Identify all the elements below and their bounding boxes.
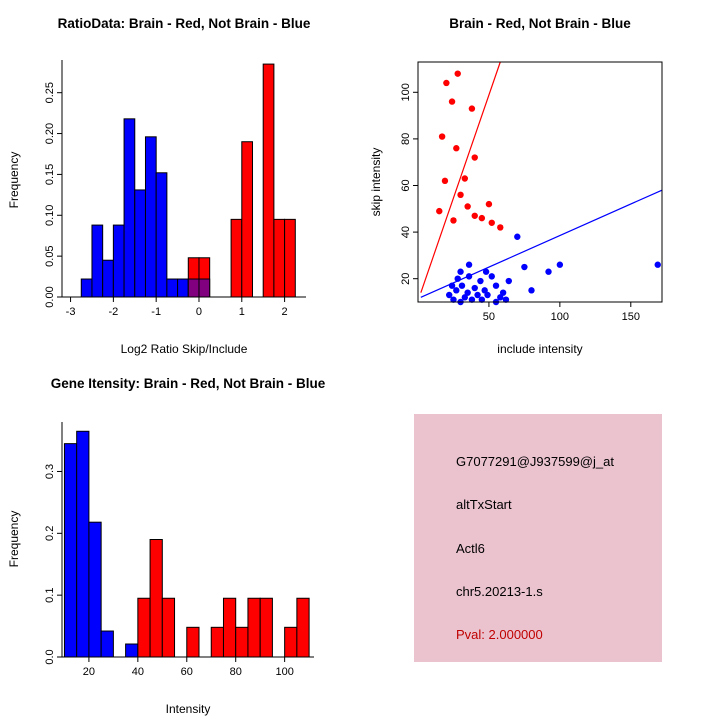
svg-text:-3: -3: [66, 306, 76, 318]
svg-text:150: 150: [622, 311, 640, 323]
svg-text:60: 60: [181, 666, 193, 678]
svg-text:0.1: 0.1: [44, 588, 56, 603]
svg-text:0.0: 0.0: [44, 649, 56, 664]
svg-text:0.10: 0.10: [44, 205, 56, 226]
pval-text: Pval: 2.000000: [456, 627, 543, 642]
svg-text:0.20: 0.20: [44, 123, 56, 144]
svg-text:0.3: 0.3: [44, 464, 56, 479]
panel-ratio-histogram: RatioData: Brain - Red, Not Brain - Blue…: [0, 0, 360, 360]
svg-text:100: 100: [551, 311, 569, 323]
gene-name-text: Actl6: [456, 541, 485, 556]
svg-text:-1: -1: [151, 306, 161, 318]
panel-gene-intensity-histogram: Gene Itensity: Brain - Red, Not Brain - …: [0, 360, 360, 720]
gene-intensity-xlabel: Intensity: [165, 702, 211, 716]
svg-text:20: 20: [400, 273, 412, 285]
panel-intensity-scatter: Brain - Red, Not Brain - Blue skip inten…: [360, 0, 720, 360]
svg-text:80: 80: [230, 666, 242, 678]
svg-text:80: 80: [400, 133, 412, 145]
svg-text:0.00: 0.00: [44, 286, 56, 307]
ratio-histogram-plot: -3 -2 -1 0 1 2 0.00 0.05 0.10 0.15 0.20 0.25: [44, 60, 306, 318]
svg-text:0.05: 0.05: [44, 245, 56, 266]
svg-text:1: 1: [239, 306, 245, 318]
locus-text: chr5.20213-1.s: [456, 584, 543, 599]
intensity-scatter-title: Brain - Red, Not Brain - Blue: [449, 16, 631, 31]
svg-text:2: 2: [282, 306, 288, 318]
intensity-scatter-plot: 50 100 150 20 40 60 80 100: [400, 61, 663, 323]
intensity-scatter-xlabel: include intensity: [497, 342, 583, 356]
event-type-text: altTxStart: [456, 497, 512, 512]
svg-text:0.25: 0.25: [44, 82, 56, 103]
gene-info-box: G7077291@J937599@j_at altTxStart Actl6 c…: [414, 414, 662, 662]
ratio-histogram-title: RatioData: Brain - Red, Not Brain - Blue: [57, 16, 311, 31]
probe-id-text: G7077291@J937599@j_at: [456, 454, 614, 469]
svg-text:0: 0: [196, 306, 202, 318]
gene-intensity-title: Gene Itensity: Brain - Red, Not Brain - …: [50, 376, 326, 391]
svg-text:0.15: 0.15: [44, 164, 56, 185]
svg-text:50: 50: [483, 311, 495, 323]
svg-text:40: 40: [132, 666, 144, 678]
svg-text:100: 100: [400, 83, 412, 101]
gene-intensity-histogram-plot: 20 40 60 80 100 0.0 0.1 0.2 0.3: [44, 422, 314, 678]
panel-gene-info: G7077291@J937599@j_at altTxStart Actl6 c…: [360, 360, 720, 720]
svg-text:0.2: 0.2: [44, 526, 56, 541]
svg-text:-2: -2: [108, 306, 118, 318]
svg-text:100: 100: [275, 666, 293, 678]
svg-text:60: 60: [400, 179, 412, 191]
ratio-histogram-xlabel: Log2 Ratio Skip/Include: [120, 342, 248, 356]
svg-text:40: 40: [400, 226, 412, 238]
svg-text:20: 20: [83, 666, 95, 678]
